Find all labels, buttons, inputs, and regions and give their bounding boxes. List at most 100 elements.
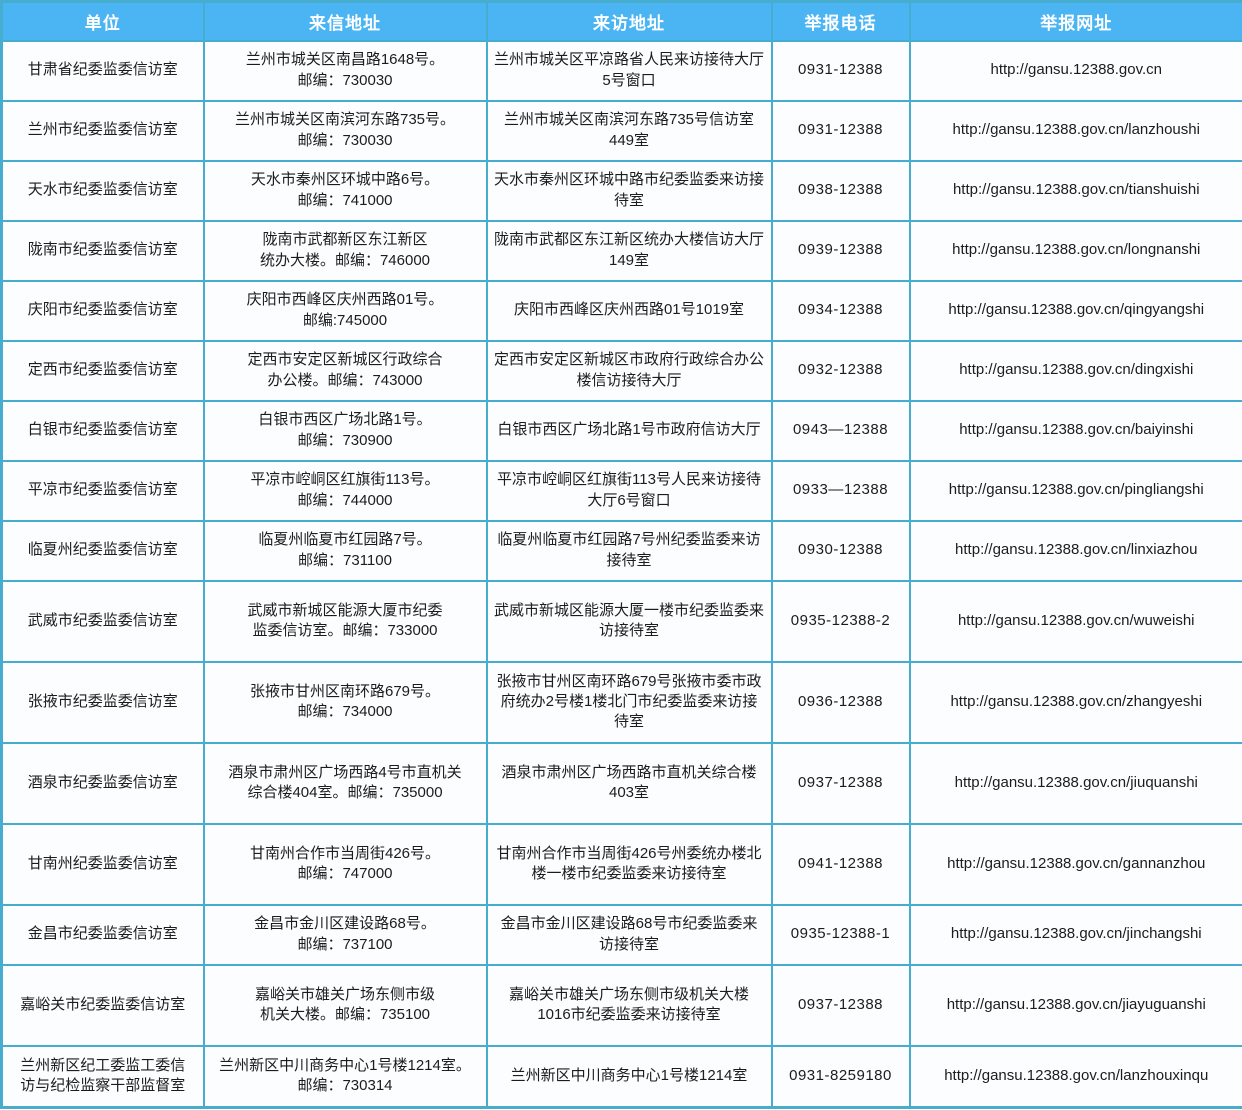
visit-address-cell: 天水市秦州区环城中路市纪委监委来访接待室 — [485, 159, 773, 222]
url-cell: http://gansu.12388.gov.cn/qingyangshi — [908, 279, 1242, 342]
visit-address-cell: 张掖市甘州区南环路679号张掖市委市政府统办2号楼1楼北门市纪委监委来访接待室 — [485, 660, 773, 744]
table-row: 甘肃省纪委监委信访室 兰州市城关区南昌路1648号。 邮编：730030 兰州市… — [0, 39, 1242, 102]
phone-cell: 0935-12388-1 — [770, 903, 911, 966]
phone-cell: 0937-12388 — [770, 963, 911, 1047]
visit-address-cell: 武威市新城区能源大厦一楼市纪委监委来访接待室 — [485, 579, 773, 663]
mail-address-cell: 陇南市武都新区东江新区 统办大楼。邮编：746000 — [202, 219, 488, 282]
url-cell: http://gansu.12388.gov.cn/jiuquanshi — [908, 741, 1242, 825]
unit-cell: 张掖市纪委监委信访室 — [0, 660, 205, 744]
url-cell: http://gansu.12388.gov.cn/longnanshi — [908, 219, 1242, 282]
phone-cell: 0938-12388 — [770, 159, 911, 222]
unit-cell: 兰州市纪委监委信访室 — [0, 99, 205, 162]
url-cell: http://gansu.12388.gov.cn/wuweishi — [908, 579, 1242, 663]
mail-address-cell: 兰州市城关区南昌路1648号。 邮编：730030 — [202, 39, 488, 102]
mail-address-cell: 嘉峪关市雄关广场东侧市级 机关大楼。邮编：735100 — [202, 963, 488, 1047]
url-cell: http://gansu.12388.gov.cn/linxiazhou — [908, 519, 1242, 582]
table-row: 天水市纪委监委信访室 天水市秦州区环城中路6号。 邮编：741000 天水市秦州… — [0, 159, 1242, 222]
mail-address-cell: 甘南州合作市当周街426号。 邮编：747000 — [202, 822, 488, 906]
table-row: 嘉峪关市纪委监委信访室 嘉峪关市雄关广场东侧市级 机关大楼。邮编：735100 … — [0, 963, 1242, 1047]
table-body: 甘肃省纪委监委信访室 兰州市城关区南昌路1648号。 邮编：730030 兰州市… — [0, 39, 1242, 1109]
unit-cell: 兰州新区纪工委监工委信 访与纪检监察干部监督室 — [0, 1044, 205, 1109]
visit-address-cell: 庆阳市西峰区庆州西路01号1019室 — [485, 279, 773, 342]
unit-cell: 陇南市纪委监委信访室 — [0, 219, 205, 282]
visit-address-cell: 兰州新区中川商务中心1号楼1214室 — [485, 1044, 773, 1109]
table-row: 兰州新区纪工委监工委信 访与纪检监察干部监督室 兰州新区中川商务中心1号楼121… — [0, 1044, 1242, 1109]
mail-address-cell: 庆阳市西峰区庆州西路01号。 邮编:745000 — [202, 279, 488, 342]
unit-cell: 金昌市纪委监委信访室 — [0, 903, 205, 966]
mail-address-cell: 兰州新区中川商务中心1号楼1214室。 邮编：730314 — [202, 1044, 488, 1109]
url-cell: http://gansu.12388.gov.cn/gannanzhou — [908, 822, 1242, 906]
table-header: 单位 来信地址 来访地址 举报电话 举报网址 — [0, 0, 1242, 42]
table-row: 张掖市纪委监委信访室 张掖市甘州区南环路679号。 邮编：734000 张掖市甘… — [0, 660, 1242, 744]
visit-address-cell: 酒泉市肃州区广场西路市直机关综合楼403室 — [485, 741, 773, 825]
mail-address-cell: 定西市安定区新城区行政综合 办公楼。邮编：743000 — [202, 339, 488, 402]
url-cell: http://gansu.12388.gov.cn/dingxishi — [908, 339, 1242, 402]
unit-cell: 白银市纪委监委信访室 — [0, 399, 205, 462]
url-cell: http://gansu.12388.gov.cn/baiyinshi — [908, 399, 1242, 462]
url-cell: http://gansu.12388.gov.cn/jinchangshi — [908, 903, 1242, 966]
phone-cell: 0935-12388-2 — [770, 579, 911, 663]
url-cell: http://gansu.12388.gov.cn/lanzhoushi — [908, 99, 1242, 162]
header-row: 单位 来信地址 来访地址 举报电话 举报网址 — [0, 0, 1242, 42]
phone-cell: 0931-8259180 — [770, 1044, 911, 1109]
table-row: 白银市纪委监委信访室 白银市西区广场北路1号。 邮编：730900 白银市西区广… — [0, 399, 1242, 462]
table-row: 庆阳市纪委监委信访室 庆阳市西峰区庆州西路01号。 邮编:745000 庆阳市西… — [0, 279, 1242, 342]
unit-cell: 天水市纪委监委信访室 — [0, 159, 205, 222]
mail-address-cell: 天水市秦州区环城中路6号。 邮编：741000 — [202, 159, 488, 222]
phone-cell: 0937-12388 — [770, 741, 911, 825]
table-row: 陇南市纪委监委信访室 陇南市武都新区东江新区 统办大楼。邮编：746000 陇南… — [0, 219, 1242, 282]
visit-address-cell: 陇南市武都区东江新区统办大楼信访大厅149室 — [485, 219, 773, 282]
unit-cell: 甘南州纪委监委信访室 — [0, 822, 205, 906]
mail-address-cell: 金昌市金川区建设路68号。 邮编：737100 — [202, 903, 488, 966]
mail-address-cell: 张掖市甘州区南环路679号。 邮编：734000 — [202, 660, 488, 744]
mail-address-cell: 武威市新城区能源大厦市纪委 监委信访室。邮编：733000 — [202, 579, 488, 663]
url-cell: http://gansu.12388.gov.cn/zhangyeshi — [908, 660, 1242, 744]
table-row: 武威市纪委监委信访室 武威市新城区能源大厦市纪委 监委信访室。邮编：733000… — [0, 579, 1242, 663]
phone-cell: 0934-12388 — [770, 279, 911, 342]
mail-address-cell: 白银市西区广场北路1号。 邮编：730900 — [202, 399, 488, 462]
unit-cell: 定西市纪委监委信访室 — [0, 339, 205, 402]
phone-cell: 0936-12388 — [770, 660, 911, 744]
mail-address-cell: 兰州市城关区南滨河东路735号。 邮编：730030 — [202, 99, 488, 162]
phone-cell: 0930-12388 — [770, 519, 911, 582]
mail-address-cell: 平凉市崆峒区红旗街113号。 邮编：744000 — [202, 459, 488, 522]
column-header-visit-address: 来访地址 — [485, 0, 773, 42]
phone-cell: 0931-12388 — [770, 39, 911, 102]
table-row: 定西市纪委监委信访室 定西市安定区新城区行政综合 办公楼。邮编：743000 定… — [0, 339, 1242, 402]
visit-address-cell: 甘南州合作市当周街426号州委统办楼北楼一楼市纪委监委来访接待室 — [485, 822, 773, 906]
phone-cell: 0933—12388 — [770, 459, 911, 522]
column-header-unit: 单位 — [0, 0, 205, 42]
unit-cell: 临夏州纪委监委信访室 — [0, 519, 205, 582]
table-row: 平凉市纪委监委信访室 平凉市崆峒区红旗街113号。 邮编：744000 平凉市崆… — [0, 459, 1242, 522]
unit-cell: 庆阳市纪委监委信访室 — [0, 279, 205, 342]
phone-cell: 0939-12388 — [770, 219, 911, 282]
unit-cell: 平凉市纪委监委信访室 — [0, 459, 205, 522]
unit-cell: 酒泉市纪委监委信访室 — [0, 741, 205, 825]
visit-address-cell: 兰州市城关区南滨河东路735号信访室449室 — [485, 99, 773, 162]
column-header-report-phone: 举报电话 — [770, 0, 911, 42]
column-header-report-url: 举报网址 — [908, 0, 1242, 42]
unit-cell: 甘肃省纪委监委信访室 — [0, 39, 205, 102]
phone-cell: 0943—12388 — [770, 399, 911, 462]
mail-address-cell: 临夏州临夏市红园路7号。 邮编：731100 — [202, 519, 488, 582]
phone-cell: 0932-12388 — [770, 339, 911, 402]
phone-cell: 0931-12388 — [770, 99, 911, 162]
unit-cell: 武威市纪委监委信访室 — [0, 579, 205, 663]
url-cell: http://gansu.12388.gov.cn/pingliangshi — [908, 459, 1242, 522]
url-cell: http://gansu.12388.gov.cn/jiayuguanshi — [908, 963, 1242, 1047]
url-cell: http://gansu.12388.gov.cn/lanzhouxinqu — [908, 1044, 1242, 1109]
visit-address-cell: 白银市西区广场北路1号市政府信访大厅 — [485, 399, 773, 462]
visit-address-cell: 定西市安定区新城区市政府行政综合办公楼信访接待大厅 — [485, 339, 773, 402]
unit-cell: 嘉峪关市纪委监委信访室 — [0, 963, 205, 1047]
table-row: 兰州市纪委监委信访室 兰州市城关区南滨河东路735号。 邮编：730030 兰州… — [0, 99, 1242, 162]
mail-address-cell: 酒泉市肃州区广场西路4号市直机关 综合楼404室。邮编：735000 — [202, 741, 488, 825]
phone-cell: 0941-12388 — [770, 822, 911, 906]
column-header-mail-address: 来信地址 — [202, 0, 488, 42]
table-row: 甘南州纪委监委信访室 甘南州合作市当周街426号。 邮编：747000 甘南州合… — [0, 822, 1242, 906]
url-cell: http://gansu.12388.gov.cn/tianshuishi — [908, 159, 1242, 222]
visit-address-cell: 平凉市崆峒区红旗街113号人民来访接待大厅6号窗口 — [485, 459, 773, 522]
visit-address-cell: 临夏州临夏市红园路7号州纪委监委来访接待室 — [485, 519, 773, 582]
table-row: 酒泉市纪委监委信访室 酒泉市肃州区广场西路4号市直机关 综合楼404室。邮编：7… — [0, 741, 1242, 825]
visit-address-cell: 金昌市金川区建设路68号市纪委监委来访接待室 — [485, 903, 773, 966]
